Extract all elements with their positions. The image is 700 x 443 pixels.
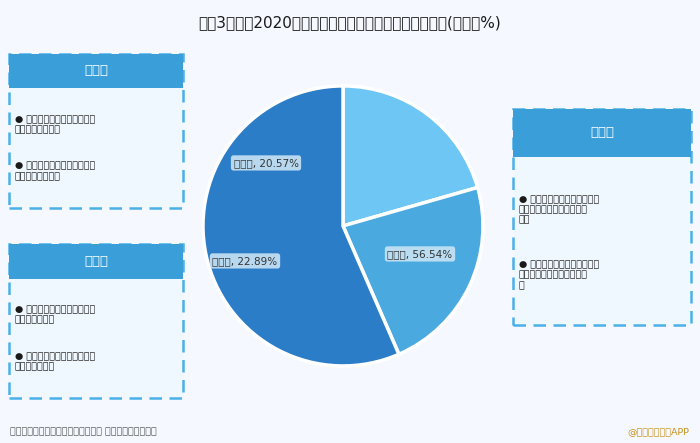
Text: 技术层: 技术层 (84, 64, 108, 78)
Text: 应用层: 应用层 (590, 127, 614, 140)
Text: ● 如华为、腾讯、中兴、平安
科技、远望谷等: ● 如华为、腾讯、中兴、平安 科技、远望谷等 (15, 352, 95, 371)
Text: 技术层, 20.57%: 技术层, 20.57% (234, 158, 298, 168)
Text: ● 主要集中在计算机视觉和生
物特征识别等领域: ● 主要集中在计算机视觉和生 物特征识别等领域 (15, 115, 95, 134)
FancyBboxPatch shape (9, 244, 183, 279)
FancyBboxPatch shape (513, 109, 691, 325)
Text: 基础层, 22.89%: 基础层, 22.89% (212, 256, 278, 266)
Wedge shape (343, 187, 483, 354)
FancyBboxPatch shape (9, 54, 183, 88)
Text: ● 如商汤科技、云天励飞、精
锐视觉、极视角等: ● 如商汤科技、云天励飞、精 锐视觉、极视角等 (15, 161, 95, 181)
Text: ● 重点聚焦在大数据、物联网
以及云计算领域: ● 重点聚焦在大数据、物联网 以及云计算领域 (15, 305, 95, 325)
Text: 应用层, 56.54%: 应用层, 56.54% (387, 249, 453, 259)
Text: ● 如云天励飞、英飞拓、大族
激光、汇川技术、轴心自控
等: ● 如云天励飞、英飞拓、大族 激光、汇川技术、轴心自控 等 (519, 260, 599, 290)
Wedge shape (343, 86, 477, 226)
Text: @前瞻经济学人APP: @前瞻经济学人APP (627, 427, 690, 436)
Text: 图表3：截至2020年深圳市人工智能企业产业链分布情况(单位：%): 图表3：截至2020年深圳市人工智能企业产业链分布情况(单位：%) (199, 16, 501, 31)
FancyBboxPatch shape (513, 109, 691, 157)
Text: ● 重点布局在公共安全、智能
制造、智能交通和智能家居
领域: ● 重点布局在公共安全、智能 制造、智能交通和智能家居 领域 (519, 195, 599, 225)
Text: 资料来源：深圳市人工智能行业协会 前瞻产业研究院整理: 资料来源：深圳市人工智能行业协会 前瞻产业研究院整理 (10, 427, 158, 436)
FancyBboxPatch shape (9, 54, 183, 208)
Text: 基础层: 基础层 (84, 255, 108, 268)
Wedge shape (203, 86, 399, 366)
FancyBboxPatch shape (9, 244, 183, 398)
